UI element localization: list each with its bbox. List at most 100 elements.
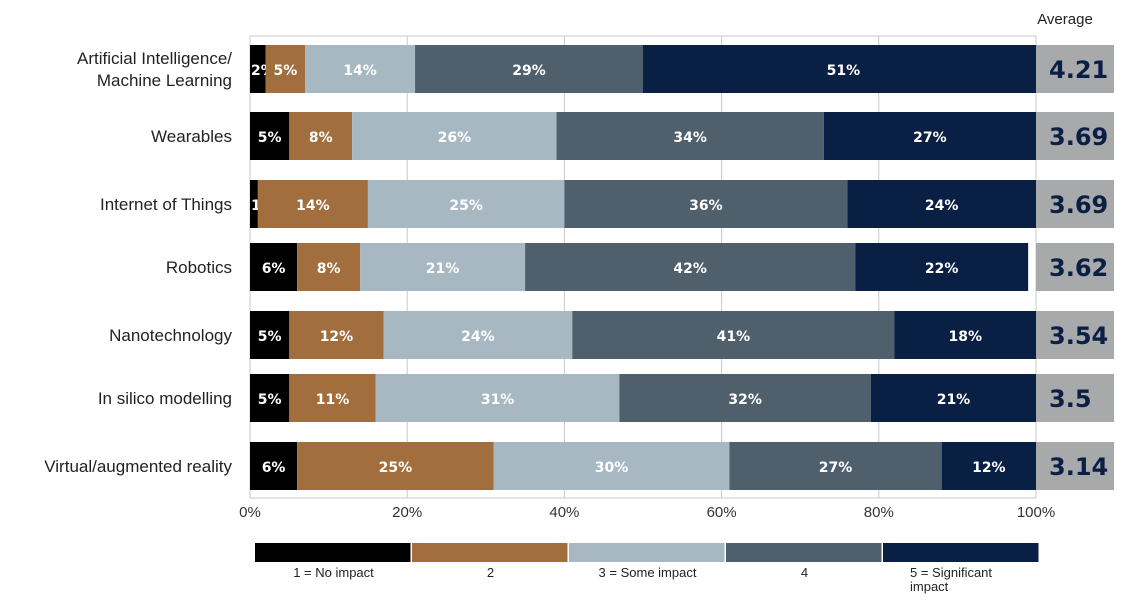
legend-swatch [726,543,882,562]
average-header: Average [1037,11,1093,28]
legend-label: 5 = Significant [910,565,992,580]
averages-group: Average 4.21 3.69 3.69 3.62 3.54 3.5 3.14 [1036,11,1114,490]
legend-label: 1 = No impact [293,565,374,580]
data-label: 22% [925,261,959,277]
bar-segment [352,112,557,160]
average-box [1036,442,1114,490]
bar-segment [823,112,1036,160]
bar-segment [250,112,290,160]
bar-segment [415,45,643,93]
category-label: Virtual/augmented reality [44,457,232,476]
legend-swatch [569,543,725,562]
bar-segment [564,180,848,228]
data-label: 34% [673,130,707,146]
data-label: 30% [595,460,629,476]
data-label: 42% [673,261,707,277]
average-value: 3.54 [1049,322,1108,350]
data-label: 5% [258,130,282,146]
legend-label: 4 [801,565,808,580]
bar-segment [250,442,298,490]
bar-segment [619,374,871,422]
average-value: 3.14 [1049,453,1108,481]
data-label: 6% [262,460,286,476]
data-label: 8% [317,261,341,277]
data-label: 26% [438,130,472,146]
bars-group: 2%5%14%29%51%5%8%26%34%27%1%14%25%36%24%… [250,45,1044,490]
average-value: 3.62 [1049,254,1108,282]
data-label: 6% [262,261,286,277]
bar-segment [297,243,361,291]
data-label: 14% [296,198,330,214]
bar-segment [941,442,1036,490]
average-value: 3.69 [1049,191,1108,219]
data-label: 11% [316,392,350,408]
bar-segment [556,112,824,160]
bar-segment [250,180,258,228]
average-box [1036,180,1114,228]
category-label: Artificial Intelligence/ [77,49,232,68]
bar-segment [375,374,620,422]
bar-segment [289,112,353,160]
bar-segment [265,45,306,93]
category-label: Machine Learning [97,71,232,90]
data-label: 12% [320,329,354,345]
x-tick-label: 40% [549,504,579,521]
bar-segment [250,45,266,93]
data-label: 14% [343,63,377,79]
legend-swatch [883,543,1039,562]
category-label: Internet of Things [100,195,232,214]
data-label: 8% [309,130,333,146]
data-label: 25% [379,460,413,476]
category-label: In silico modelling [98,389,232,408]
data-label: 36% [689,198,723,214]
bar-segment [360,243,526,291]
bar-segment [870,374,1036,422]
legend-label: 3 = Some impact [599,565,697,580]
x-tick-label: 100% [1017,504,1055,521]
x-tick-label: 20% [392,504,422,521]
x-tick-label: 0% [239,504,261,521]
data-label: 21% [426,261,460,277]
average-value: 3.5 [1049,385,1092,413]
data-label: 25% [449,198,483,214]
x-axis-tick-labels: 0% 20% 40% 60% 80% 100% [239,504,1055,521]
bar-segment [847,180,1036,228]
data-label: 27% [913,130,947,146]
bar-segment [729,442,942,490]
bar-segment [525,243,856,291]
bar-segment [572,311,895,359]
legend-swatch [255,543,411,562]
bar-segment [297,442,494,490]
bar-segment [305,45,416,93]
bar-segment [643,45,1044,93]
data-label: 21% [937,392,971,408]
data-label: 41% [717,329,751,345]
category-label: Robotics [166,258,232,277]
category-label: Nanotechnology [109,326,232,345]
average-box [1036,45,1114,93]
bar-segment [493,442,730,490]
average-box [1036,311,1114,359]
average-box [1036,243,1114,291]
legend-swatch [412,543,568,562]
x-tick-label: 80% [864,504,894,521]
data-label: 12% [972,460,1006,476]
average-box [1036,112,1114,160]
bar-segment [855,243,1029,291]
bar-segment [367,180,565,228]
bar-segment [250,243,298,291]
category-label: Wearables [151,127,232,146]
data-label: 5% [258,329,282,345]
data-label: 32% [728,392,762,408]
legend-label: 2 [487,565,494,580]
data-label: 24% [461,329,495,345]
data-label: 24% [925,198,959,214]
data-label: 51% [827,63,861,79]
data-label: 18% [949,329,983,345]
data-label: 27% [819,460,853,476]
bar-segment [289,311,384,359]
data-label: 5% [273,63,297,79]
bar-segment [383,311,573,359]
average-box [1036,374,1114,422]
